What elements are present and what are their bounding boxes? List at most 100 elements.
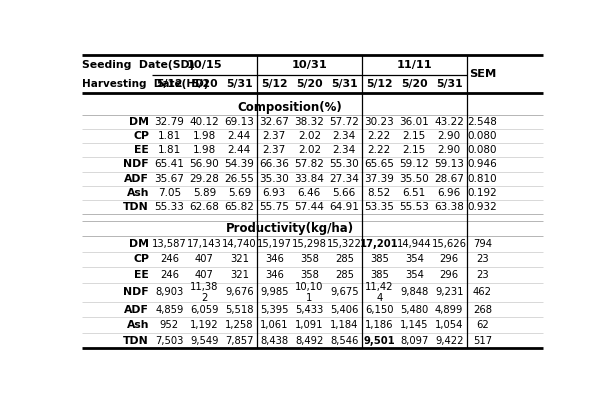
Text: 385: 385 (370, 254, 389, 264)
Text: 9,231: 9,231 (435, 287, 464, 297)
Text: 0.946: 0.946 (467, 160, 497, 170)
Text: 11/11: 11/11 (396, 60, 432, 70)
Text: 37.39: 37.39 (364, 174, 394, 184)
Text: 9,549: 9,549 (190, 336, 218, 346)
Text: 2.90: 2.90 (438, 131, 461, 141)
Text: 35.67: 35.67 (154, 174, 184, 184)
Text: Productivity(kg/ha): Productivity(kg/ha) (226, 222, 354, 235)
Text: 55.30: 55.30 (329, 160, 359, 170)
Text: 35.30: 35.30 (259, 174, 289, 184)
Text: 517: 517 (473, 336, 492, 346)
Text: 2.90: 2.90 (438, 145, 461, 155)
Text: 1.81: 1.81 (158, 145, 181, 155)
Text: DM: DM (129, 239, 149, 249)
Text: 5,518: 5,518 (225, 305, 254, 315)
Text: 55.75: 55.75 (259, 202, 289, 212)
Text: 15,197: 15,197 (257, 239, 292, 249)
Text: 2.34: 2.34 (332, 131, 356, 141)
Text: 6.51: 6.51 (403, 188, 426, 198)
Text: 2.02: 2.02 (298, 145, 321, 155)
Text: 62: 62 (476, 320, 489, 330)
Text: CP: CP (133, 254, 149, 264)
Text: 2.15: 2.15 (403, 131, 426, 141)
Text: 64.91: 64.91 (329, 202, 359, 212)
Text: 69.13: 69.13 (224, 117, 254, 127)
Text: 56.90: 56.90 (190, 160, 219, 170)
Text: 1,054: 1,054 (435, 320, 464, 330)
Text: 57.72: 57.72 (329, 117, 359, 127)
Text: 5/31: 5/31 (226, 79, 253, 89)
Text: 0.080: 0.080 (468, 131, 497, 141)
Text: 35.50: 35.50 (400, 174, 429, 184)
Text: 794: 794 (473, 239, 492, 249)
Text: 62.68: 62.68 (190, 202, 220, 212)
Text: 5.69: 5.69 (228, 188, 251, 198)
Text: 1,091: 1,091 (295, 320, 323, 330)
Text: 40.12: 40.12 (190, 117, 219, 127)
Text: 65.82: 65.82 (224, 202, 254, 212)
Text: 32.67: 32.67 (259, 117, 289, 127)
Text: 952: 952 (160, 320, 179, 330)
Text: 462: 462 (473, 287, 492, 297)
Text: 5/12: 5/12 (156, 79, 182, 89)
Text: 1,184: 1,184 (330, 320, 359, 330)
Text: 27.34: 27.34 (329, 174, 359, 184)
Text: 268: 268 (473, 305, 492, 315)
Text: 8,903: 8,903 (156, 287, 184, 297)
Text: 354: 354 (405, 270, 424, 280)
Text: 26.55: 26.55 (224, 174, 254, 184)
Text: 33.84: 33.84 (295, 174, 325, 184)
Text: 346: 346 (265, 254, 284, 264)
Text: 6,059: 6,059 (190, 305, 218, 315)
Text: Harvesting  Date(HD): Harvesting Date(HD) (82, 79, 209, 89)
Text: 55.53: 55.53 (400, 202, 429, 212)
Text: 407: 407 (195, 270, 214, 280)
Text: 54.39: 54.39 (224, 160, 254, 170)
Text: 1,145: 1,145 (400, 320, 428, 330)
Text: Ash: Ash (126, 188, 149, 198)
Text: 8,492: 8,492 (295, 336, 323, 346)
Text: ADF: ADF (124, 174, 149, 184)
Text: ADF: ADF (124, 305, 149, 315)
Text: 5/20: 5/20 (191, 79, 218, 89)
Text: NDF: NDF (123, 287, 149, 297)
Text: 358: 358 (300, 270, 319, 280)
Text: 6,150: 6,150 (365, 305, 393, 315)
Text: 38.32: 38.32 (295, 117, 325, 127)
Text: 5/20: 5/20 (401, 79, 428, 89)
Text: 63.38: 63.38 (434, 202, 464, 212)
Text: 32.79: 32.79 (154, 117, 184, 127)
Text: 5,480: 5,480 (400, 305, 428, 315)
Text: 10/31: 10/31 (292, 60, 327, 70)
Text: 5/20: 5/20 (296, 79, 323, 89)
Text: 15,626: 15,626 (432, 239, 467, 249)
Text: 9,675: 9,675 (330, 287, 359, 297)
Text: 1.81: 1.81 (158, 131, 181, 141)
Text: 5/31: 5/31 (331, 79, 357, 89)
Text: 321: 321 (230, 270, 249, 280)
Text: 11,42
4: 11,42 4 (365, 282, 393, 303)
Text: 7,503: 7,503 (155, 336, 184, 346)
Text: 65.65: 65.65 (364, 160, 394, 170)
Text: 2.02: 2.02 (298, 131, 321, 141)
Text: 57.82: 57.82 (295, 160, 325, 170)
Text: 8,438: 8,438 (260, 336, 289, 346)
Text: 285: 285 (335, 270, 354, 280)
Text: 2.22: 2.22 (368, 145, 391, 155)
Text: 8,097: 8,097 (400, 336, 428, 346)
Text: 5,406: 5,406 (330, 305, 359, 315)
Text: 385: 385 (370, 270, 389, 280)
Text: 1,061: 1,061 (260, 320, 289, 330)
Text: 0.192: 0.192 (467, 188, 497, 198)
Text: EE: EE (134, 145, 149, 155)
Text: 2.15: 2.15 (403, 145, 426, 155)
Text: 5,395: 5,395 (260, 305, 289, 315)
Text: 66.36: 66.36 (259, 160, 289, 170)
Text: 9,848: 9,848 (400, 287, 428, 297)
Text: 15,298: 15,298 (292, 239, 327, 249)
Text: 4,859: 4,859 (155, 305, 184, 315)
Text: 246: 246 (160, 270, 179, 280)
Text: 407: 407 (195, 254, 214, 264)
Text: 43.22: 43.22 (434, 117, 464, 127)
Text: TDN: TDN (123, 202, 149, 212)
